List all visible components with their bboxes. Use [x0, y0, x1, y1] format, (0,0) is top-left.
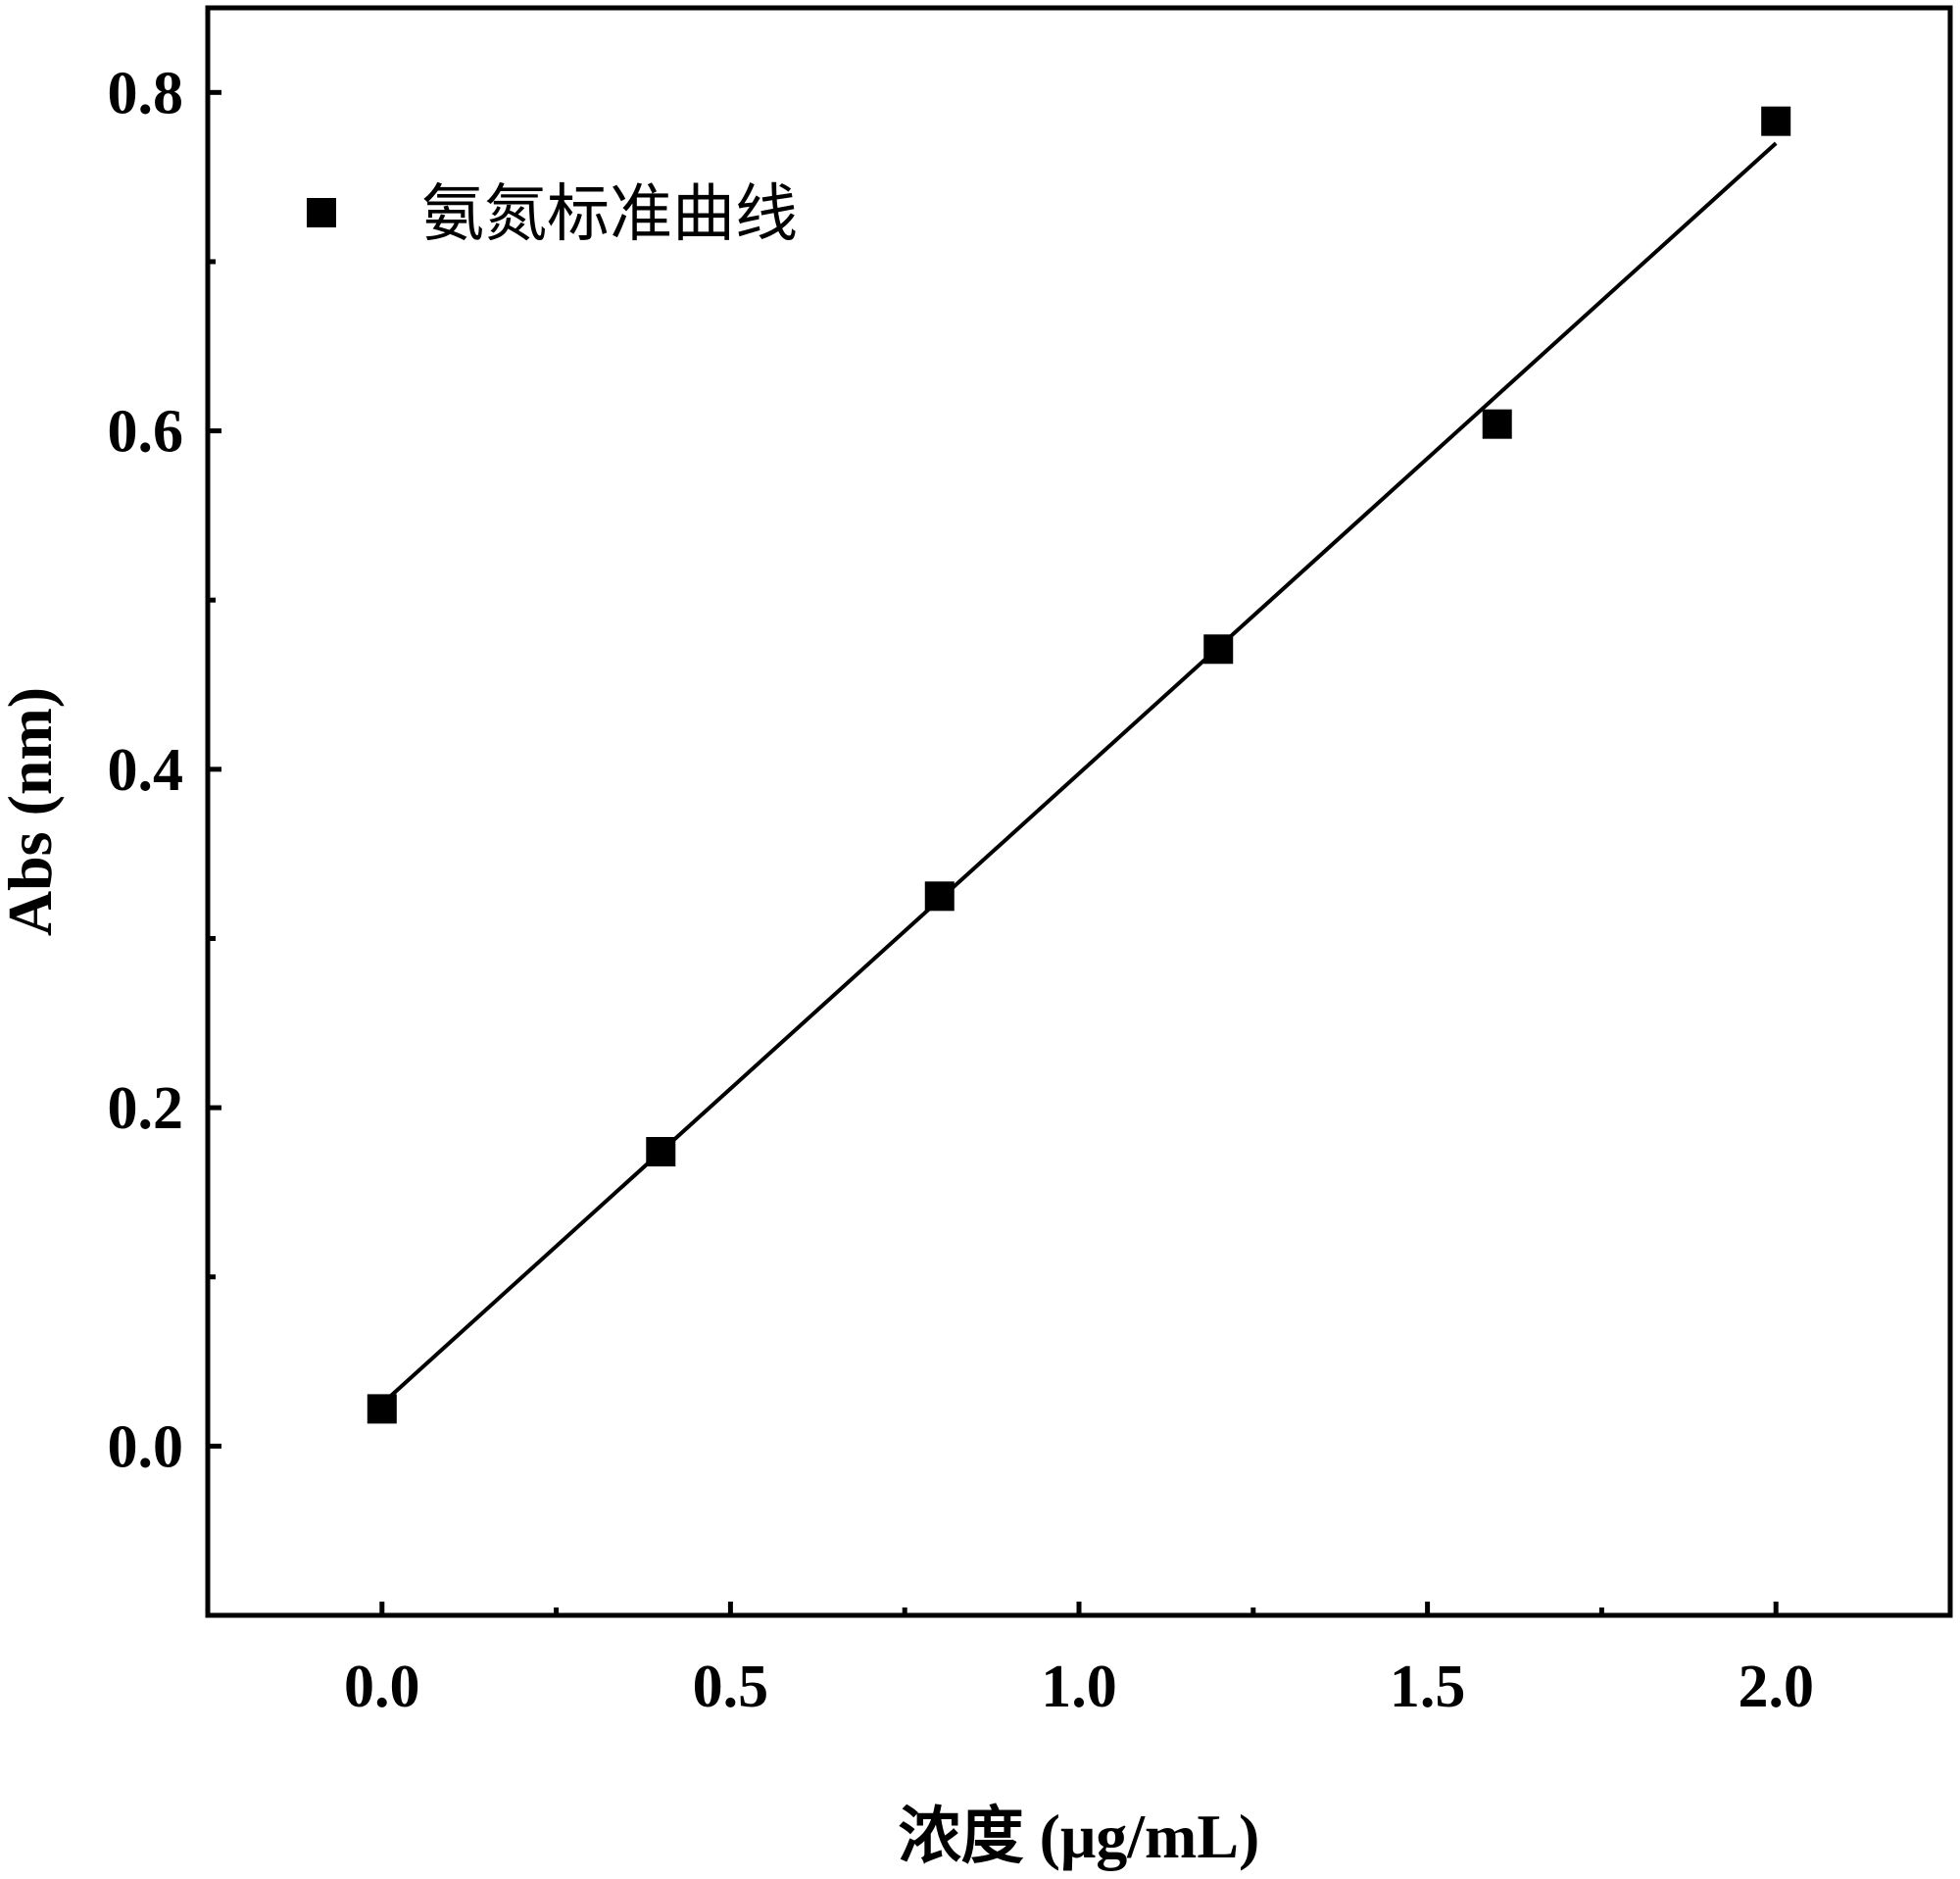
data-point [646, 1136, 676, 1166]
x-tick-label: 2.0 [1738, 1654, 1814, 1720]
y-axis-title: Abs (nm) [0, 687, 65, 936]
x-tick-label: 0.5 [693, 1654, 769, 1720]
y-tick-label: 0.4 [108, 737, 184, 804]
y-axis-ticks: 0.0 0.2 0.4 0.6 0.8 [108, 60, 221, 1480]
x-tick-label: 1.5 [1390, 1654, 1466, 1720]
fit-line [380, 141, 1778, 1406]
legend: 氨氮标准曲线 [307, 178, 798, 251]
data-points [367, 106, 1791, 1424]
legend-marker [307, 198, 336, 227]
data-point [1203, 634, 1234, 665]
legend-label: 氨氮标准曲线 [421, 178, 798, 251]
x-tick-label: 0.0 [344, 1654, 420, 1720]
data-point [1761, 106, 1791, 136]
x-axis-ticks: 0.0 0.5 1.0 1.5 2.0 [344, 1602, 1814, 1720]
data-point [924, 881, 955, 912]
y-tick-label: 0.6 [108, 399, 184, 466]
x-axis-title: 浓度 (μg/mL) [899, 1802, 1260, 1871]
data-point [367, 1394, 397, 1424]
y-tick-label: 0.2 [108, 1075, 184, 1142]
x-tick-label: 1.0 [1041, 1654, 1117, 1720]
y-tick-label: 0.0 [108, 1413, 184, 1480]
data-point [1482, 409, 1512, 439]
fit-line-group [380, 141, 1778, 1406]
y-tick-label: 0.8 [108, 60, 184, 126]
